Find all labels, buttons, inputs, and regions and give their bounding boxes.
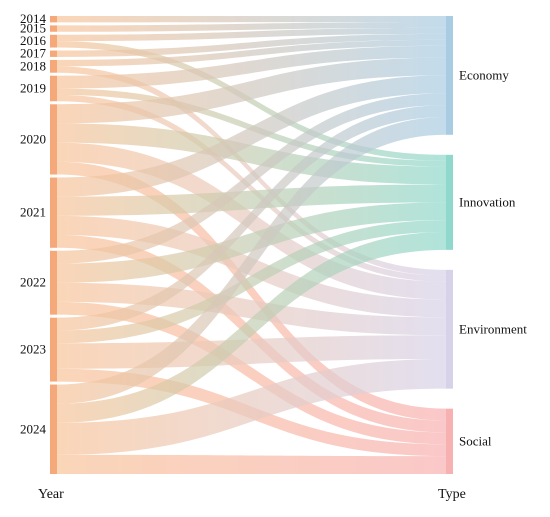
link-2021-innovation [57, 184, 446, 216]
node-label-2024: 2024 [20, 421, 47, 436]
node-2018 [50, 59, 57, 73]
node-label-2017: 2017 [20, 46, 47, 61]
link-2019-environment [57, 94, 446, 282]
link-2015-economy [57, 21, 446, 32]
link-2022-social [57, 301, 446, 445]
links-layer [57, 16, 446, 474]
node-label-2015: 2015 [20, 21, 46, 36]
link-2024-economy [57, 116, 446, 404]
link-2018-environment [57, 66, 446, 276]
link-2016-economy [57, 27, 446, 42]
link-2020-social [57, 161, 446, 421]
node-label-2021: 2021 [20, 205, 46, 220]
link-2014-economy [57, 16, 446, 23]
nodes-layer [50, 16, 453, 474]
node-environment [446, 269, 453, 389]
link-2023-economy [57, 105, 446, 331]
node-innovation [446, 154, 453, 250]
node-2015 [50, 25, 57, 32]
link-2018-economy [57, 39, 446, 67]
node-2016 [50, 34, 57, 48]
link-2024-social [57, 454, 446, 474]
node-label-2014: 2014 [20, 11, 47, 26]
node-2021 [50, 177, 57, 248]
left-axis-label: Year [38, 487, 64, 502]
node-label-social: Social [459, 433, 492, 448]
link-2020-economy [57, 57, 446, 124]
link-2019-economy [57, 45, 446, 89]
link-2020-innovation [57, 123, 446, 185]
link-2024-environment [57, 358, 446, 455]
link-2022-economy [57, 93, 446, 264]
node-label-2023: 2023 [20, 342, 46, 357]
node-2014 [50, 16, 57, 23]
node-label-2016: 2016 [20, 33, 47, 48]
node-label-innovation: Innovation [459, 194, 516, 209]
link-2016-innovation [57, 41, 446, 161]
node-economy [446, 16, 453, 135]
link-2021-economy [57, 75, 446, 197]
node-label-economy: Economy [459, 67, 509, 82]
node-label-environment: Environment [459, 321, 527, 336]
node-label-2022: 2022 [20, 275, 46, 290]
node-2022 [50, 250, 57, 315]
node-label-2019: 2019 [20, 80, 46, 95]
link-2024-innovation [57, 232, 446, 423]
node-social [446, 408, 453, 474]
node-label-2018: 2018 [20, 58, 46, 73]
link-2022-innovation [57, 202, 446, 283]
link-2017-economy [57, 33, 446, 57]
right-axis-label: Type [438, 487, 466, 502]
node-2020 [50, 104, 57, 175]
node-2019 [50, 75, 57, 102]
link-2023-innovation [57, 220, 446, 344]
node-2023 [50, 317, 57, 382]
node-label-2020: 2020 [20, 131, 46, 146]
node-2024 [50, 384, 57, 474]
node-2017 [50, 50, 57, 57]
